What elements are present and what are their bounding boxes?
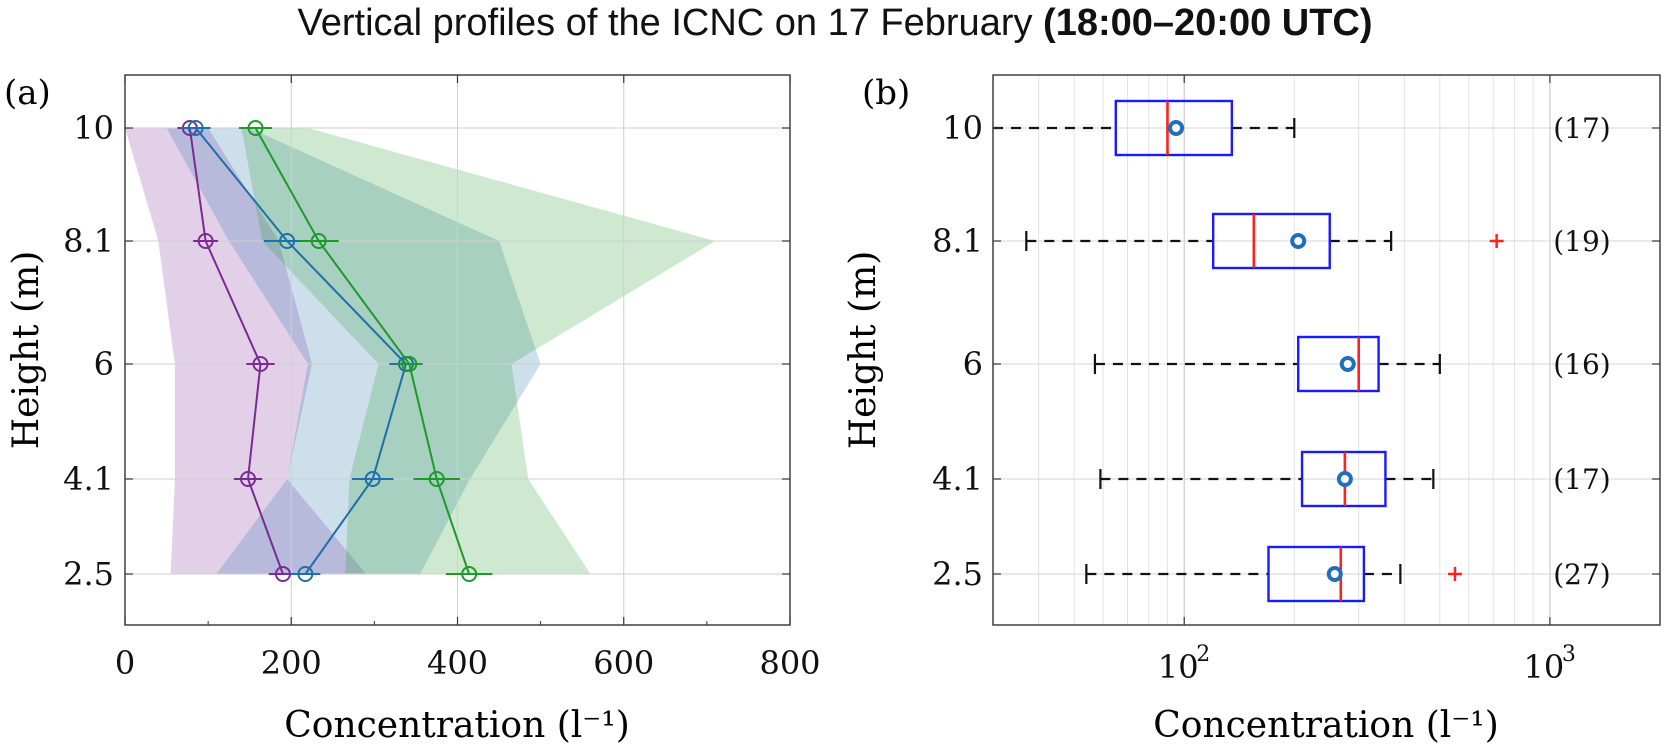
box-mean-marker (1168, 120, 1185, 136)
y-tick-label: 2.5 (932, 555, 983, 593)
panel-a-lines (177, 120, 493, 582)
data-point (401, 356, 418, 372)
panel-a-bands (125, 128, 716, 574)
x-tick-label: 400 (427, 644, 488, 682)
y-tick-label: 8.1 (63, 222, 114, 260)
box-mean-marker (1336, 471, 1353, 487)
x-tick-label: 0 (115, 644, 135, 682)
box-mean-marker (1339, 356, 1356, 372)
box-count-label: (17) (1553, 463, 1610, 496)
band-blue (166, 128, 541, 574)
panel-b-ylabel: Height (m) (843, 251, 884, 450)
panel-b-frame (992, 74, 1661, 626)
box-iqr (1211, 212, 1331, 270)
x-tick-label: 10 (1158, 648, 1199, 686)
data-point (240, 471, 257, 487)
data-point (461, 566, 478, 582)
data-point (274, 566, 291, 582)
y-tick-label: 6 (963, 345, 983, 383)
panel-b: (b) (17)(19)(16)(17)(27) 2.54.168.110102… (843, 73, 1661, 746)
box-iqr (1114, 99, 1234, 157)
title-main: Vertical profiles of the ICNC on 17 Febr… (297, 2, 1033, 44)
x-tick-exponent: 2 (1196, 642, 1210, 667)
box-iqr (1297, 335, 1380, 393)
panel-b-boxes: (17) (19) (16) (17) (27) (993, 99, 1611, 603)
panel-a-ticks: 0 200 400 600 800 2.5 4.1 6 8.1 10 (63, 75, 821, 682)
band-purple (125, 128, 367, 574)
box-mean-marker (1290, 233, 1307, 249)
data-point (252, 356, 269, 372)
y-tick-label: 10 (73, 109, 114, 147)
title-emphasis: (18:00–20:00 UTC) (1043, 2, 1373, 44)
panel-a-ylabel: Height (m) (6, 251, 47, 450)
data-point (197, 233, 214, 249)
x-tick-label: 600 (593, 644, 654, 682)
y-tick-label: 6 (94, 345, 114, 383)
figure-title: Vertical profiles of the ICNC on 17 Febr… (0, 2, 1670, 45)
box-mean-marker (1326, 566, 1343, 582)
x-tick-exponent: 3 (1562, 642, 1576, 667)
x-tick-label: 800 (759, 644, 820, 682)
data-point (279, 233, 296, 249)
panel-a-xlabel: Concentration (l⁻¹) (284, 705, 630, 746)
box-count-label: (17) (1553, 112, 1610, 145)
band-green (241, 128, 716, 574)
data-point (428, 471, 445, 487)
x-tick-label: 200 (261, 644, 322, 682)
panel-b-label: (b) (862, 73, 910, 113)
outlier-marker (1489, 234, 1504, 248)
y-tick-label: 4.1 (63, 460, 114, 498)
panel-a-label: (a) (4, 73, 51, 113)
y-tick-label: 4.1 (932, 460, 983, 498)
box-count-label: (16) (1553, 348, 1610, 381)
data-point (364, 471, 381, 487)
panel-a: (a) 0 200 400 600 800 2.5 4.1 6 8.1 10 Concentrat… (4, 73, 821, 746)
box-iqr (1267, 545, 1366, 603)
panel-b-xlabel: Concentration (l⁻¹) (1153, 705, 1499, 746)
data-point (297, 566, 314, 582)
x-tick-label: 10 (1524, 648, 1565, 686)
outlier-marker (1447, 567, 1462, 581)
y-tick-label: 2.5 (63, 555, 114, 593)
data-point (187, 120, 204, 136)
y-tick-label: 10 (942, 109, 983, 147)
data-point (247, 120, 264, 136)
box-count-label: (19) (1553, 225, 1610, 258)
box-count-label: (27) (1553, 558, 1610, 591)
data-point (310, 233, 327, 249)
y-tick-label: 8.1 (932, 222, 983, 260)
